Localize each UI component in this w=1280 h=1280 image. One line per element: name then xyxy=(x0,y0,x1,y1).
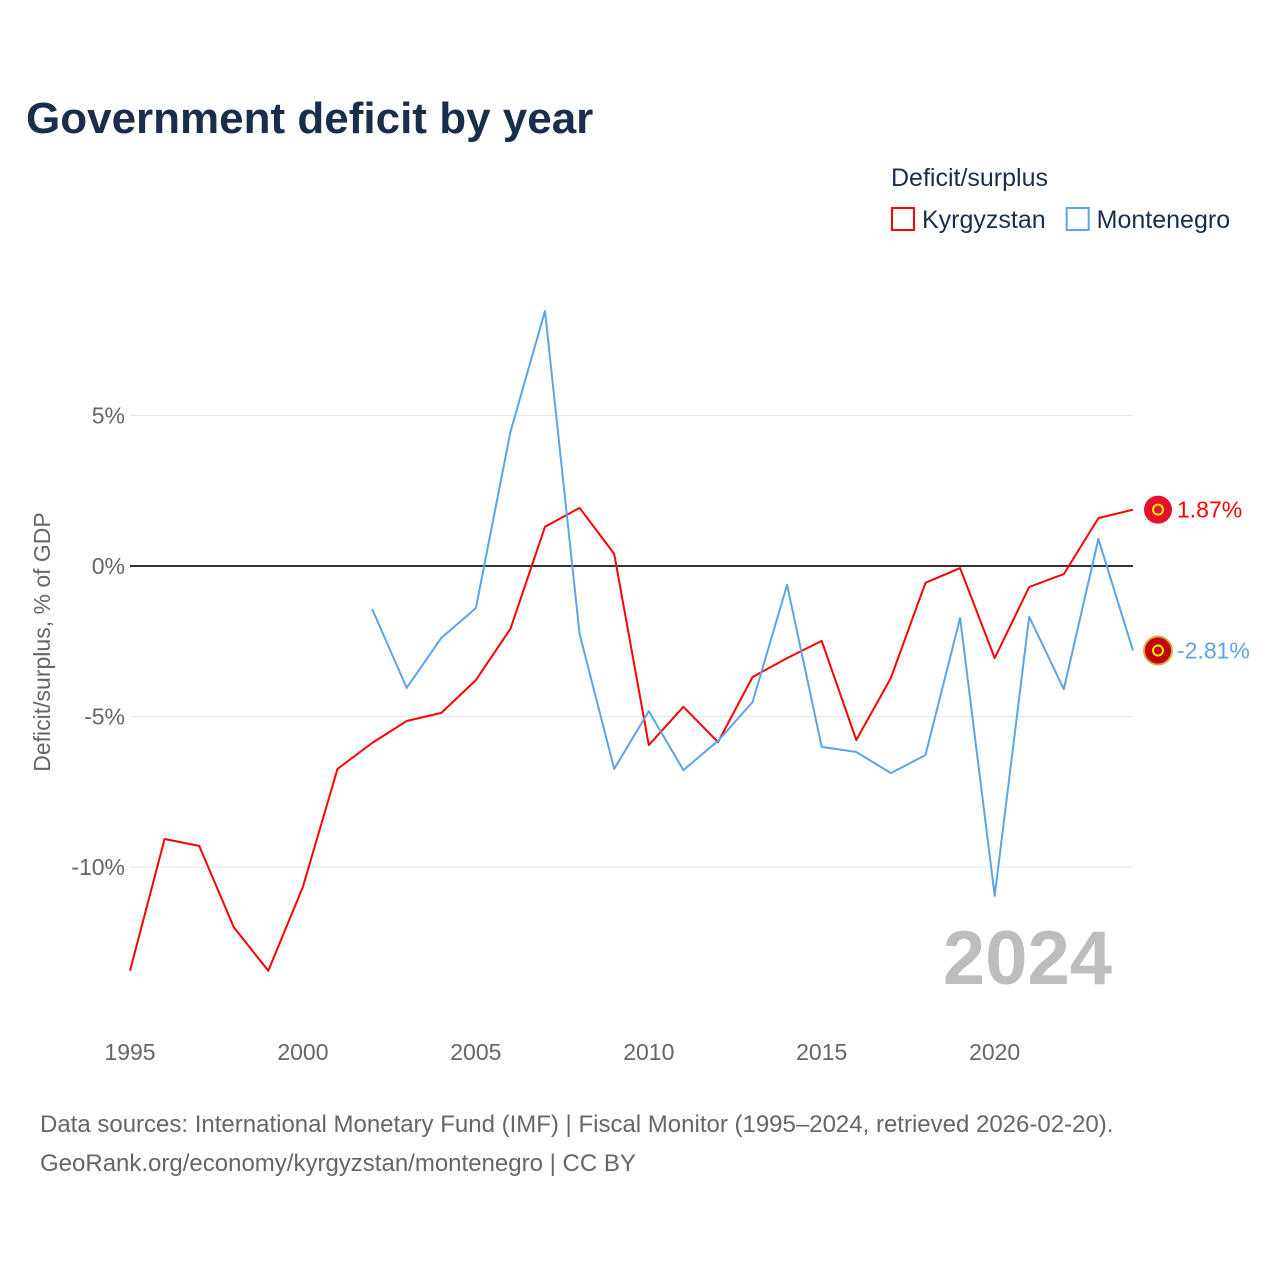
series-line-montenegro xyxy=(371,310,1134,897)
x-tick-label: 2005 xyxy=(450,1039,501,1065)
end-value-label: 1.87% xyxy=(1177,497,1242,523)
x-tick-label: 2020 xyxy=(969,1039,1020,1065)
source-url[interactable]: GeoRank.org/economy/kyrgyzstan/montenegr… xyxy=(40,1150,636,1177)
legend-swatch xyxy=(1065,207,1090,231)
legend: Kyrgyzstan Montenegro xyxy=(891,206,1230,234)
grid xyxy=(130,414,1133,868)
y-axis: 5% 0% -5% -10% xyxy=(71,402,125,880)
x-tick-label: 1995 xyxy=(104,1039,155,1065)
x-axis: 1995 2000 2005 2010 2015 2020 xyxy=(104,1039,1020,1065)
y-tick-label: -10% xyxy=(71,854,125,880)
flag-icon-kyrgyzstan xyxy=(1144,495,1172,524)
legend-title: Deficit/surplus xyxy=(891,164,1048,192)
current-year-label: 2024 xyxy=(943,916,1112,1001)
flag-emblem xyxy=(1152,503,1164,516)
legend-label: Montenegro xyxy=(1097,206,1230,234)
flag-icon-montenegro xyxy=(1143,635,1173,666)
source-line: Data sources: International Monetary Fun… xyxy=(40,1111,1113,1138)
series-line-kyrgyzstan xyxy=(129,506,1134,972)
legend-swatch xyxy=(891,207,915,231)
series-lines xyxy=(129,310,1134,972)
legend-label: Kyrgyzstan xyxy=(922,206,1046,234)
flag-emblem xyxy=(1152,644,1164,657)
y-tick-label: 5% xyxy=(92,402,125,428)
chart-title: Government deficit by year xyxy=(26,94,593,143)
x-tick-label: 2010 xyxy=(623,1039,674,1065)
y-tick-label: -5% xyxy=(84,703,125,729)
y-axis-label: Deficit/surplus, % of GDP xyxy=(29,512,55,771)
y-tick-label: 0% xyxy=(92,553,125,579)
x-tick-label: 2015 xyxy=(796,1039,847,1065)
end-value-label: -2.81% xyxy=(1177,638,1250,664)
x-tick-label: 2000 xyxy=(277,1039,328,1065)
end-labels: 1.87% -2.81% xyxy=(1143,495,1250,666)
flag-circle xyxy=(1143,635,1173,666)
flag-circle xyxy=(1144,495,1172,524)
